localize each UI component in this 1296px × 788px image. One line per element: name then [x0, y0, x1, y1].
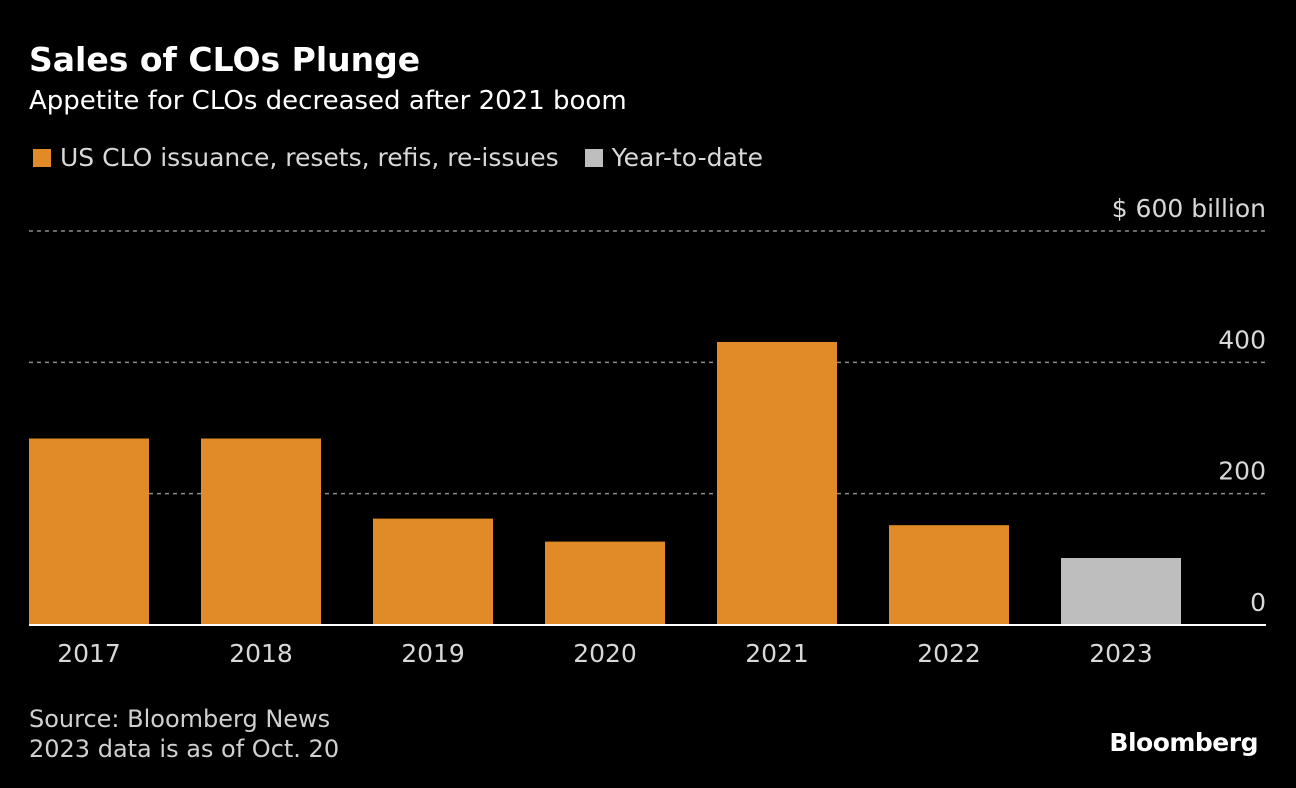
legend-label-issuance: US CLO issuance, resets, refis, re-issue…: [60, 143, 559, 172]
x-tick-label-2017: 2017: [57, 639, 121, 668]
chart-title: Sales of CLOs Plunge: [29, 40, 421, 79]
x-tick-label-2018: 2018: [229, 639, 293, 668]
legend-swatch-ytd: [584, 148, 603, 167]
legend-item-issuance: US CLO issuance, resets, refis, re-issue…: [33, 143, 559, 172]
y-tick-label-600: $ 600 billion: [1112, 194, 1266, 223]
y-tick-label-200: 200: [1218, 457, 1266, 486]
source-note: Source: Bloomberg News 2023 data is as o…: [29, 704, 339, 764]
bar-2023: [1061, 558, 1181, 625]
x-tick-label-2023: 2023: [1089, 639, 1153, 668]
bar-2019: [373, 518, 493, 625]
x-tick-label-2019: 2019: [401, 639, 465, 668]
bar-2017: [29, 438, 149, 625]
legend-item-ytd: Year-to-date: [584, 143, 763, 172]
legend: US CLO issuance, resets, refis, re-issue…: [33, 143, 789, 172]
bloomberg-logo: Bloomberg: [1109, 728, 1258, 757]
chart-subtitle: Appetite for CLOs decreased after 2021 b…: [29, 86, 627, 116]
x-tick-label-2021: 2021: [745, 639, 809, 668]
bar-2020: [545, 541, 665, 625]
bar-2021: [717, 341, 837, 625]
y-tick-label-0: 0: [1250, 588, 1266, 617]
source-text: Source: Bloomberg News: [29, 705, 331, 733]
bar-2018: [201, 438, 321, 625]
bar-2022: [889, 525, 1009, 625]
legend-swatch-issuance: [33, 148, 51, 167]
y-tick-label-400: 400: [1218, 325, 1266, 354]
legend-label-ytd: Year-to-date: [611, 143, 763, 172]
x-tick-label-2022: 2022: [917, 639, 981, 668]
x-tick-label-2020: 2020: [573, 639, 637, 668]
data-note: 2023 data is as of Oct. 20: [29, 735, 340, 763]
